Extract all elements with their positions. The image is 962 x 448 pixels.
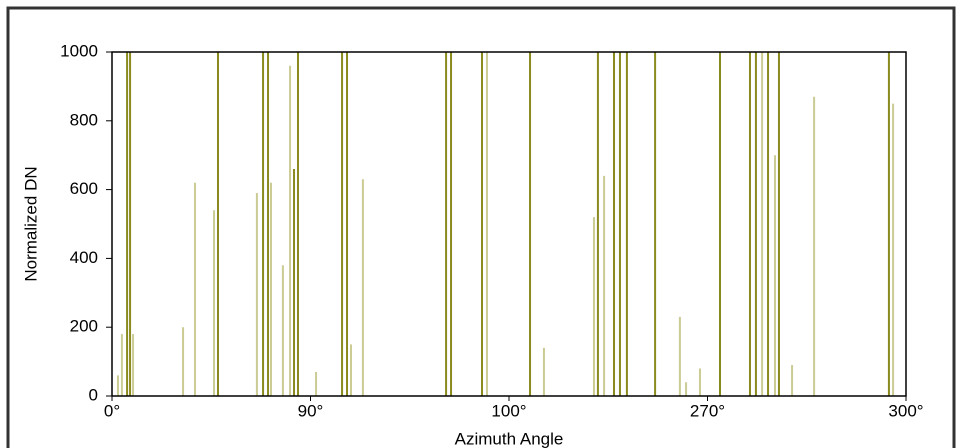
y-tick-label: 800 [70, 110, 98, 129]
x-tick-label: 270° [690, 401, 725, 420]
y-tick-label: 600 [70, 179, 98, 198]
y-axis-title: Normalized DN [21, 166, 40, 281]
y-tick-label: 400 [70, 248, 98, 267]
plot-border [111, 51, 907, 397]
y-tick-label: 0 [89, 385, 98, 404]
x-axis-title: Azimuth Angle [455, 429, 564, 448]
x-tick-label: 90° [298, 401, 324, 420]
x-tick-label: 0° [104, 401, 120, 420]
x-tick-label: 100° [491, 401, 526, 420]
x-tick-label: 300° [888, 401, 923, 420]
y-tick-label: 200 [70, 317, 98, 336]
y-tick-label: 1000 [60, 41, 98, 60]
plot-area [112, 52, 906, 396]
